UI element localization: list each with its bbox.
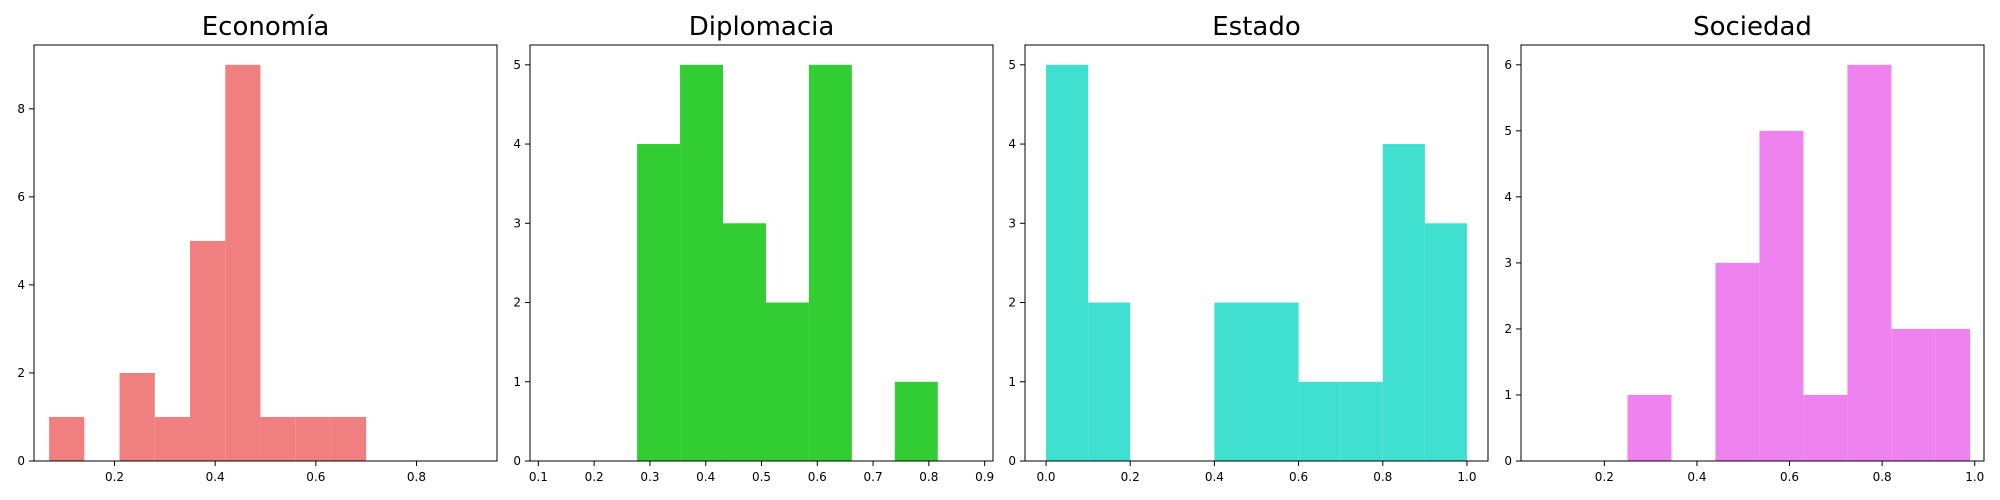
histogram-bar <box>225 64 261 462</box>
histogram-bar <box>1891 328 1936 461</box>
histogram-bar <box>765 302 809 461</box>
y-tick-label: 6 <box>1504 58 1512 72</box>
y-tick-label: 2 <box>1504 322 1512 336</box>
x-tick-label: 0.5 <box>752 470 771 484</box>
x-tick-label: 0.7 <box>864 470 883 484</box>
panel-title: Diplomacia <box>689 12 835 42</box>
histogram-bar <box>1256 302 1299 461</box>
y-tick-label: 0 <box>17 454 25 468</box>
histogram-bar <box>154 416 191 461</box>
histogram-bar <box>894 381 938 461</box>
panel-3: 0.0 0.2 0.4 0.6 0.8 1.0 0 1 2 3 4 5 Estado <box>1008 12 1489 484</box>
panel-title: Economía <box>202 12 330 42</box>
histogram-bar <box>330 416 367 461</box>
histogram-bar <box>1424 223 1467 461</box>
y-tick-label: 3 <box>1504 256 1512 270</box>
x-tick-label: 0.0 <box>1036 470 1055 484</box>
x-tick-label: 0.8 <box>1373 470 1392 484</box>
histogram-bar <box>1759 130 1804 462</box>
histogram-bar <box>1715 262 1760 461</box>
histogram-bar <box>1214 302 1257 461</box>
histogram-bar <box>190 240 226 461</box>
x-tick-label: 0.2 <box>585 470 604 484</box>
axes-frame <box>1024 44 1489 462</box>
histogram-bar <box>1088 302 1131 461</box>
x-tick-label: 0.8 <box>919 470 938 484</box>
y-tick-label: 2 <box>1008 296 1016 310</box>
x-tick-label: 0.2 <box>1595 470 1614 484</box>
y-tick-label: 4 <box>17 278 25 292</box>
x-tick-label: 0.4 <box>1205 470 1224 484</box>
histogram-bar <box>1046 64 1089 462</box>
x-tick-label: 0.6 <box>808 470 827 484</box>
x-tick-label: 0.6 <box>1289 470 1308 484</box>
x-tick-label: 1.0 <box>1965 470 1984 484</box>
y-tick-label: 8 <box>17 102 25 116</box>
x-tick-label: 0.8 <box>1873 470 1892 484</box>
histogram-bar <box>119 372 155 461</box>
panel-title: Sociedad <box>1693 12 1812 42</box>
y-tick-label: 3 <box>513 216 521 230</box>
histogram-bar <box>49 416 85 461</box>
y-tick-label: 2 <box>513 296 521 310</box>
x-tick-label: 0.1 <box>529 470 548 484</box>
x-tick-label: 0.9 <box>975 470 994 484</box>
axes-frame <box>1520 44 1985 462</box>
y-tick-label: 0 <box>1008 454 1016 468</box>
y-tick-label: 5 <box>1008 58 1016 72</box>
x-tick-label: 0.2 <box>1121 470 1140 484</box>
panel-title: Estado <box>1212 12 1301 42</box>
x-tick-label: 0.3 <box>640 470 659 484</box>
y-tick-label: 1 <box>513 375 521 389</box>
histogram-bar <box>1803 394 1848 461</box>
y-tick-label: 5 <box>513 58 521 72</box>
axes-frame <box>33 44 498 462</box>
x-tick-label: 1.0 <box>1457 470 1476 484</box>
y-tick-label: 0 <box>513 454 521 468</box>
x-tick-label: 0.6 <box>306 470 325 484</box>
y-tick-label: 4 <box>513 137 521 151</box>
histogram-bar <box>680 64 724 462</box>
histogram-bar <box>1627 394 1672 461</box>
x-tick-label: 0.4 <box>1687 470 1706 484</box>
histogram-bar <box>1340 381 1383 461</box>
histogram-bar <box>1298 381 1341 461</box>
y-tick-label: 1 <box>1504 388 1512 402</box>
histogram-bar <box>723 223 766 461</box>
x-tick-label: 0.2 <box>105 470 124 484</box>
y-tick-label: 4 <box>1504 190 1512 204</box>
y-tick-label: 0 <box>1504 454 1512 468</box>
y-tick-label: 5 <box>1504 124 1512 138</box>
histogram-bar <box>1847 64 1892 462</box>
x-tick-label: 0.4 <box>206 470 225 484</box>
panel-1: 0.2 0.4 0.6 0.8 0 2 4 6 8 Economía <box>17 12 498 484</box>
x-tick-label: 0.4 <box>696 470 715 484</box>
x-tick-label: 0.6 <box>1780 470 1799 484</box>
y-tick-label: 1 <box>1008 375 1016 389</box>
x-tick-label: 0.8 <box>407 470 426 484</box>
panel-2: 0.1 0.2 0.3 0.4 0.5 0.6 0.7 0.8 0.9 0 1 2 3 4 5 Diploma… <box>513 12 994 484</box>
y-tick-label: 3 <box>1008 216 1016 230</box>
histogram-bar <box>260 416 296 461</box>
y-tick-label: 2 <box>17 366 25 380</box>
y-tick-label: 6 <box>17 190 25 204</box>
y-tick-label: 4 <box>1008 137 1016 151</box>
histogram-bar <box>1382 144 1425 462</box>
histogram-bar <box>1935 328 1971 461</box>
histogram-bar <box>808 64 852 462</box>
histogram-bar <box>637 144 681 462</box>
histogram-bar <box>295 416 331 461</box>
panel-4: 0.2 0.4 0.6 0.8 1.0 0 1 2 3 4 5 6 Sociedad <box>1504 12 1985 484</box>
